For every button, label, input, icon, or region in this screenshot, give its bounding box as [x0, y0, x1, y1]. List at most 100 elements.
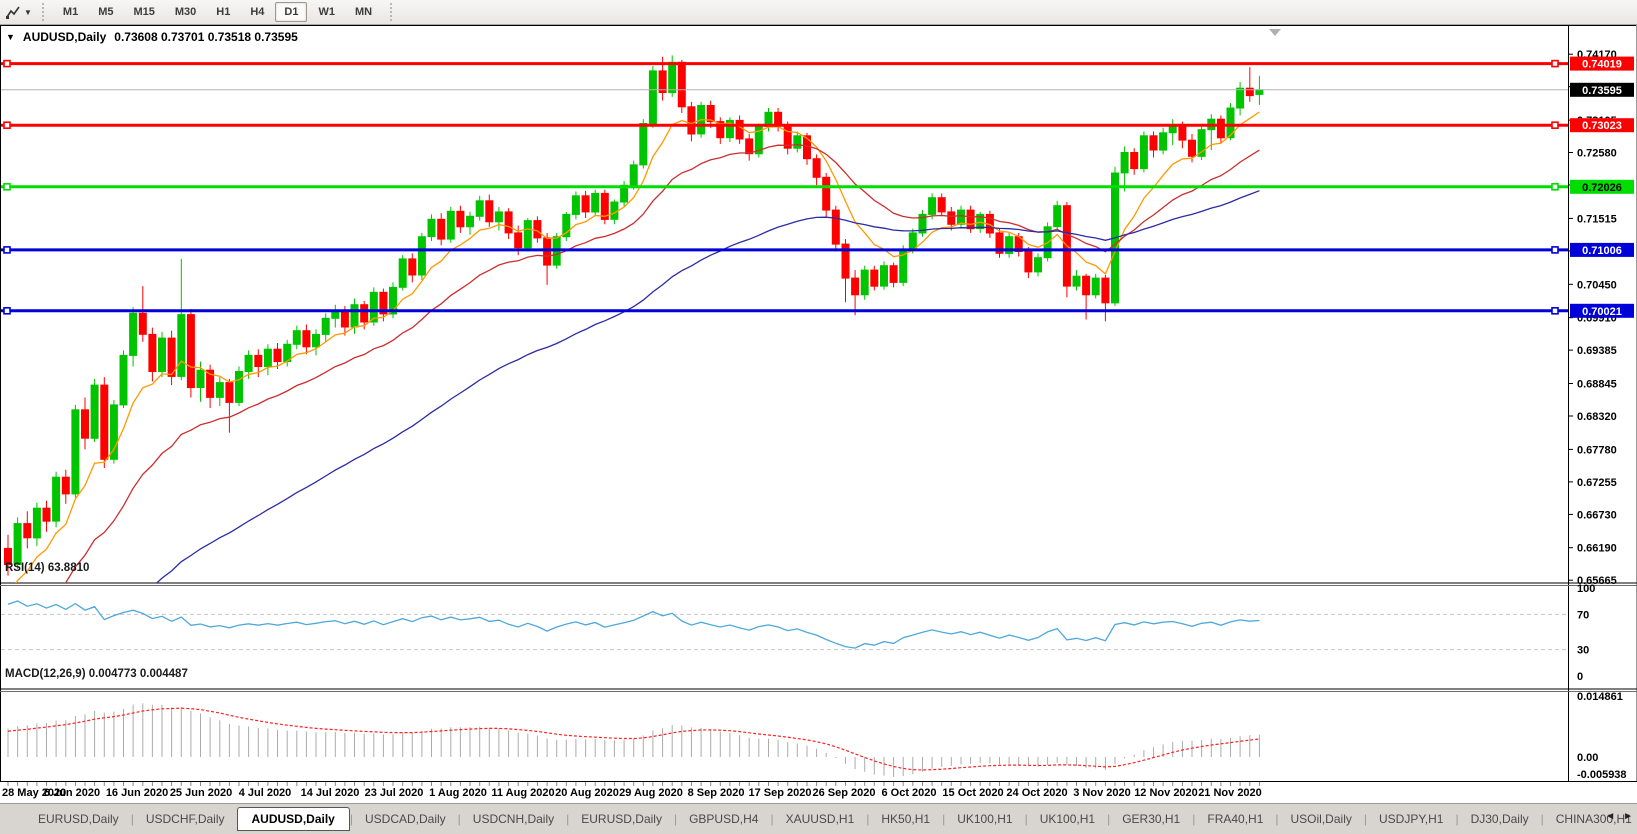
- svg-text:14 Jul 2020: 14 Jul 2020: [301, 787, 360, 799]
- chart-tab-eurusd-daily[interactable]: EURUSD,Daily: [581, 812, 662, 826]
- svg-text:0.71515: 0.71515: [1577, 213, 1617, 225]
- chart-tab-gbpusd-h4[interactable]: GBPUSD,H4: [689, 812, 759, 826]
- tab-separator: |: [566, 812, 570, 826]
- tab-separator: |: [770, 812, 774, 826]
- tab-separator: |: [1275, 812, 1279, 826]
- tab-separator: |: [349, 812, 353, 826]
- svg-text:26 Sep 2020: 26 Sep 2020: [813, 787, 876, 799]
- chart-tab-xauusd-h1[interactable]: XAUUSD,H1: [785, 812, 855, 826]
- macd-histogram: [7, 703, 1260, 777]
- svg-text:0.70021: 0.70021: [1582, 306, 1622, 318]
- svg-text:6 Jun 2020: 6 Jun 2020: [44, 787, 100, 799]
- svg-text:1 Aug 2020: 1 Aug 2020: [429, 787, 487, 799]
- chart-tab-hk50-h1[interactable]: HK50,H1: [881, 812, 931, 826]
- price-chart-canvas[interactable]: 0.741700.736450.731050.725800.720550.715…: [0, 25, 1637, 803]
- chart-tab-ger30-h1[interactable]: GER30,H1: [1122, 812, 1181, 826]
- chart-tab-usdchf-daily[interactable]: USDCHF,Daily: [145, 812, 225, 826]
- hline-handle[interactable]: [3, 306, 11, 315]
- tab-separator: |: [1455, 812, 1459, 826]
- svg-text:0.014861: 0.014861: [1577, 691, 1623, 703]
- svg-text:70: 70: [1577, 609, 1589, 621]
- svg-text:28 May 2020: 28 May 2020: [2, 787, 66, 799]
- svg-text:25 Jun 2020: 25 Jun 2020: [170, 787, 232, 799]
- svg-text:8 Sep 2020: 8 Sep 2020: [688, 787, 745, 799]
- chart-tab-audusd-daily[interactable]: AUDUSD,Daily: [236, 807, 350, 831]
- svg-text:0.71006: 0.71006: [1582, 245, 1622, 257]
- chart-tab-usdcad-daily[interactable]: USDCAD,Daily: [364, 812, 446, 826]
- svg-text:23 Jul 2020: 23 Jul 2020: [365, 787, 424, 799]
- timeframe-button-m15[interactable]: M15: [133, 6, 155, 18]
- svg-text:12 Nov 2020: 12 Nov 2020: [1134, 787, 1198, 799]
- tab-separator: |: [1024, 812, 1028, 826]
- svg-text:15 Oct 2020: 15 Oct 2020: [942, 787, 1003, 799]
- tab-scroll-left-icon[interactable]: ◄: [1605, 811, 1616, 822]
- chart-tab-eurusd-daily[interactable]: EURUSD,Daily: [38, 812, 119, 826]
- chart-tab-dj30-daily[interactable]: DJ30,Daily: [1470, 812, 1529, 826]
- chart-title-ohlc: 0.73608 0.73701 0.73518 0.73595: [114, 30, 298, 44]
- timeframe-toolbar: ▼ M1 M5 M15 M30 H1 H4 D1 W1 MN: [0, 0, 1637, 25]
- svg-text:100: 100: [1577, 583, 1595, 595]
- svg-text:21 Nov 2020: 21 Nov 2020: [1198, 787, 1262, 799]
- svg-text:0.70450: 0.70450: [1577, 279, 1617, 291]
- svg-text:0.67780: 0.67780: [1577, 444, 1617, 456]
- svg-text:0.73023: 0.73023: [1582, 120, 1622, 132]
- svg-text:0.72026: 0.72026: [1582, 182, 1622, 194]
- chart-tool-button[interactable]: ▼: [0, 0, 38, 24]
- price-badge: [1570, 303, 1634, 318]
- timeframe-button-mn[interactable]: MN: [354, 6, 373, 18]
- timeframe-button-h4[interactable]: H4: [250, 6, 265, 18]
- svg-text:3 Nov 2020: 3 Nov 2020: [1073, 787, 1130, 799]
- price-badge: [1570, 118, 1634, 133]
- rsi-indicator-label: RSI(14) 63.8810: [5, 562, 90, 574]
- price-badge: [1570, 56, 1634, 71]
- timeframe-button-m30[interactable]: M30: [174, 6, 197, 18]
- timeframe-button-m1[interactable]: M1: [62, 6, 79, 18]
- svg-text:0.74019: 0.74019: [1582, 59, 1622, 71]
- svg-text:0.68320: 0.68320: [1577, 411, 1617, 423]
- hline-handle[interactable]: [3, 246, 11, 254]
- tab-scroll-right-icon[interactable]: ►: [1623, 811, 1633, 822]
- svg-text:0.66730: 0.66730: [1577, 509, 1617, 521]
- hline-handle[interactable]: [1551, 306, 1559, 315]
- svg-text:0: 0: [1577, 671, 1583, 683]
- chart-tab-uk100-h1[interactable]: UK100,H1: [957, 812, 1013, 826]
- timeframe-button-d1[interactable]: D1: [275, 2, 308, 22]
- svg-text:4 Jul 2020: 4 Jul 2020: [239, 787, 292, 799]
- tab-separator: |: [457, 812, 461, 826]
- chart-tab-uk100-h1[interactable]: UK100,H1: [1039, 812, 1096, 826]
- chart-window: 0.741700.736450.731050.725800.720550.715…: [0, 25, 1637, 803]
- svg-text:0.69385: 0.69385: [1577, 345, 1617, 357]
- timeframe-button-m5[interactable]: M5: [98, 6, 114, 18]
- svg-text:0.67255: 0.67255: [1577, 477, 1617, 489]
- hline-handle[interactable]: [3, 183, 11, 191]
- tab-separator: |: [1540, 812, 1544, 826]
- chart-tab-china300-h1[interactable]: CHINA300,H1: [1555, 812, 1632, 826]
- svg-text:29 Aug 2020: 29 Aug 2020: [619, 787, 683, 799]
- hline-handle[interactable]: [1551, 183, 1559, 191]
- tab-separator: |: [1107, 812, 1111, 826]
- hline-handle[interactable]: [3, 121, 11, 129]
- chart-tab-fra40-h1[interactable]: FRA40,H1: [1207, 812, 1264, 826]
- hline-handle[interactable]: [1551, 59, 1559, 68]
- timeframe-button-w1[interactable]: W1: [318, 6, 335, 18]
- svg-text:-0.005938: -0.005938: [1577, 769, 1627, 781]
- tab-separator: |: [866, 812, 870, 826]
- svg-text:0.66190: 0.66190: [1577, 543, 1617, 555]
- hline-handle[interactable]: [1551, 121, 1559, 129]
- chevron-down-icon: ▼: [24, 7, 32, 17]
- chart-tab-usdcnh-daily[interactable]: USDCNH,Daily: [472, 812, 555, 826]
- tab-separator: |: [1192, 812, 1196, 826]
- tab-separator: |: [1363, 812, 1367, 826]
- collapse-caret-icon[interactable]: ▼: [6, 32, 15, 42]
- svg-text:0.73595: 0.73595: [1582, 85, 1622, 97]
- chart-title-symbol: AUDUSD,Daily: [22, 30, 107, 44]
- chart-tab-usdjpy-h1[interactable]: USDJPY,H1: [1378, 812, 1444, 826]
- svg-text:0.72580: 0.72580: [1577, 148, 1617, 160]
- svg-text:20 Aug 2020: 20 Aug 2020: [555, 787, 619, 799]
- hline-handle[interactable]: [1551, 246, 1559, 254]
- chart-tab-usoil-daily[interactable]: USOil,Daily: [1290, 812, 1352, 826]
- price-badge: [1570, 82, 1634, 97]
- svg-text:24 Oct 2020: 24 Oct 2020: [1006, 787, 1067, 799]
- timeframe-button-h1[interactable]: H1: [216, 6, 231, 18]
- hline-handle[interactable]: [3, 59, 11, 68]
